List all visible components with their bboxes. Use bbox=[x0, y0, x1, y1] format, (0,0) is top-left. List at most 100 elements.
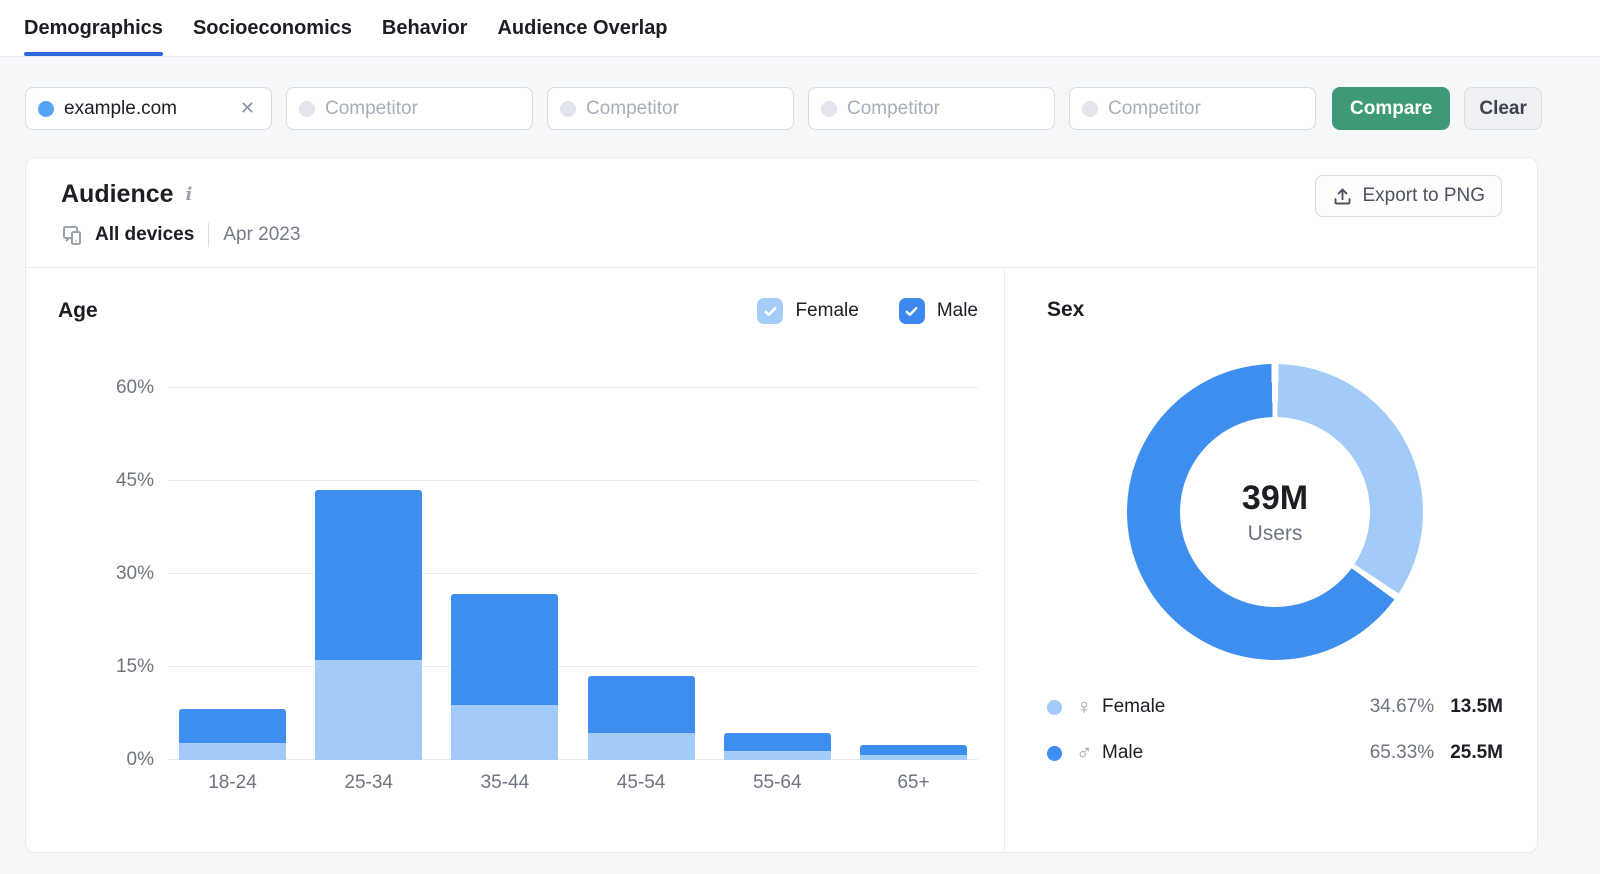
competitor-input-3[interactable]: Competitor bbox=[808, 87, 1055, 130]
sex-chart-panel: Sex 39M Users ♀ Female 34.67% 13.5M bbox=[1004, 268, 1537, 852]
divider bbox=[208, 223, 210, 247]
age-plot: 0% 15% 30% 45% 60% bbox=[116, 377, 978, 770]
female-toggle-label: Female bbox=[795, 300, 859, 321]
female-bar-segment bbox=[179, 743, 286, 760]
female-percent: 34.67% bbox=[1369, 696, 1435, 717]
age-bar-55-64 bbox=[723, 733, 831, 760]
gridline bbox=[168, 666, 978, 667]
male-bar-segment bbox=[179, 708, 286, 744]
competitor-placeholder: Competitor bbox=[847, 97, 940, 119]
competitor-input-4[interactable]: Competitor bbox=[1069, 87, 1316, 130]
x-tick-label: 65+ bbox=[897, 772, 930, 793]
male-bar-segment bbox=[723, 733, 831, 751]
tab-behavior[interactable]: Behavior bbox=[381, 16, 468, 39]
legend-row-male: ♂ Male 65.33% 25.5M bbox=[1047, 730, 1503, 776]
female-series-toggle[interactable]: Female bbox=[757, 298, 859, 324]
gridline bbox=[168, 759, 978, 760]
sex-legend: ♀ Female 34.67% 13.5M ♂ Male 65.33% 25.5… bbox=[1047, 684, 1503, 776]
y-tick-label: 30% bbox=[115, 563, 154, 584]
male-bar-segment bbox=[587, 675, 695, 733]
card-title: Audience bbox=[61, 180, 174, 208]
competitor-color-dot bbox=[821, 100, 837, 117]
male-toggle-label: Male bbox=[936, 300, 978, 321]
age-bar-18-24 bbox=[179, 708, 286, 760]
legend-row-female: ♀ Female 34.67% 13.5M bbox=[1047, 684, 1503, 730]
period-label[interactable]: Apr 2023 bbox=[223, 224, 301, 245]
x-tick-label: 18-24 bbox=[208, 772, 257, 793]
male-symbol-icon: ♂ bbox=[1076, 740, 1093, 765]
competitor-color-dot bbox=[560, 100, 576, 117]
export-label: Export to PNG bbox=[1362, 185, 1486, 206]
gridline bbox=[168, 387, 978, 388]
sex-chart-title: Sex bbox=[1047, 298, 1085, 321]
age-bar-65+ bbox=[859, 744, 967, 760]
gridline bbox=[168, 480, 978, 481]
export-to-png-button[interactable]: Export to PNG bbox=[1314, 175, 1502, 217]
age-x-axis: 18-24 25-34 35-44 45-54 55-64 65+ bbox=[168, 772, 978, 794]
male-bar-segment bbox=[859, 744, 967, 756]
main-domain-value: example.com bbox=[64, 97, 177, 119]
age-series-toggles: Female Male bbox=[757, 298, 978, 324]
female-bar-segment bbox=[315, 659, 423, 760]
remove-domain-icon[interactable]: ✕ bbox=[239, 98, 255, 118]
competitor-input-1[interactable]: Competitor bbox=[286, 87, 533, 130]
tab-bar: Demographics Socioeconomics Behavior Aud… bbox=[0, 0, 1600, 57]
female-users-value: 13.5M bbox=[1450, 696, 1503, 717]
competitor-color-dot bbox=[1082, 100, 1098, 117]
upload-icon bbox=[1334, 188, 1350, 204]
age-chart-panel: Age Female Male bbox=[26, 268, 1004, 852]
tab-audience-overlap[interactable]: Audience Overlap bbox=[497, 16, 668, 39]
devices-icon bbox=[63, 226, 81, 245]
y-tick-label: 45% bbox=[115, 470, 154, 491]
sex-donut-chart: 39M Users bbox=[1127, 364, 1423, 660]
male-bar-segment bbox=[451, 593, 559, 706]
gridline bbox=[168, 573, 978, 574]
female-legend-label: Female bbox=[1102, 696, 1166, 717]
female-bar-segment bbox=[723, 750, 831, 760]
devices-filter[interactable]: All devices bbox=[95, 224, 195, 245]
female-legend-dot bbox=[1047, 699, 1062, 715]
y-tick-label: 15% bbox=[115, 656, 154, 677]
compare-button[interactable]: Compare bbox=[1332, 87, 1451, 130]
x-tick-label: 45-54 bbox=[616, 772, 666, 793]
info-icon[interactable]: i bbox=[185, 184, 193, 205]
age-bar-25-34 bbox=[315, 490, 423, 760]
y-tick-label: 0% bbox=[126, 749, 154, 770]
competitor-placeholder: Competitor bbox=[325, 97, 418, 119]
age-chart-title: Age bbox=[58, 299, 98, 322]
y-tick-label: 60% bbox=[115, 377, 154, 398]
x-tick-label: 25-34 bbox=[344, 772, 393, 793]
x-tick-label: 55-64 bbox=[752, 772, 802, 793]
female-bar-segment bbox=[859, 755, 967, 760]
male-users-value: 25.5M bbox=[1450, 742, 1503, 763]
competitor-input-2[interactable]: Competitor bbox=[547, 87, 794, 130]
male-legend-label: Male bbox=[1102, 742, 1144, 763]
total-users-label: Users bbox=[1247, 521, 1303, 545]
age-bar-35-44 bbox=[451, 593, 559, 760]
main-domain-input[interactable]: example.com ✕ bbox=[25, 87, 272, 130]
competitor-placeholder: Competitor bbox=[1108, 97, 1201, 119]
competitor-color-dot bbox=[299, 100, 315, 117]
total-users-value: 39M bbox=[1241, 478, 1309, 517]
male-bar-segment bbox=[315, 490, 423, 660]
male-percent: 65.33% bbox=[1369, 742, 1435, 763]
female-symbol-icon: ♀ bbox=[1076, 694, 1093, 719]
competitor-placeholder: Competitor bbox=[586, 97, 679, 119]
clear-button[interactable]: Clear bbox=[1464, 87, 1542, 130]
female-checkbox-checked-icon[interactable] bbox=[757, 298, 784, 324]
bars-container bbox=[168, 388, 978, 760]
male-legend-dot bbox=[1047, 745, 1062, 761]
male-series-toggle[interactable]: Male bbox=[898, 298, 978, 324]
tab-demographics[interactable]: Demographics bbox=[24, 0, 163, 56]
age-bar-45-54 bbox=[587, 675, 695, 760]
donut-center: 39M Users bbox=[1180, 417, 1370, 607]
female-bar-segment bbox=[451, 705, 559, 760]
male-checkbox-checked-icon[interactable] bbox=[898, 298, 925, 324]
compare-bar: example.com ✕ Competitor Competitor Comp… bbox=[0, 57, 1600, 130]
audience-card-header: Audience i All devices Apr 2023 Export t… bbox=[26, 158, 1537, 268]
audience-card: Audience i All devices Apr 2023 Export t… bbox=[25, 157, 1538, 853]
tab-socioeconomics[interactable]: Socioeconomics bbox=[192, 16, 352, 39]
x-tick-label: 35-44 bbox=[480, 772, 530, 793]
domain-color-dot bbox=[38, 100, 54, 117]
female-bar-segment bbox=[587, 732, 695, 760]
